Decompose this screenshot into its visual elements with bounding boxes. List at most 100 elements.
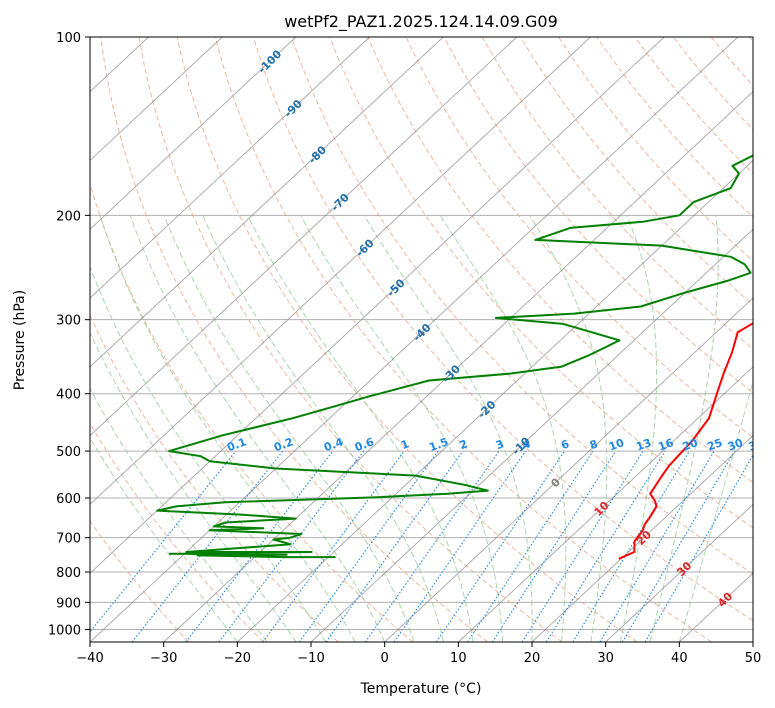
moist-adiabat xyxy=(529,215,608,642)
moist-adiabat xyxy=(300,215,503,642)
isotherm-line xyxy=(458,366,753,642)
moist-adiabat xyxy=(129,215,386,642)
dry-adiabat xyxy=(214,37,712,642)
y-tick-label: 700 xyxy=(56,532,81,547)
mixing-ratio-label: 13 xyxy=(634,436,653,453)
mixing-ratio-line xyxy=(467,450,594,642)
mixing-ratio-label: 20 xyxy=(681,436,700,454)
isotherm-line xyxy=(90,37,297,230)
mixing-ratio-line xyxy=(262,450,405,642)
dry-adiabat xyxy=(176,37,638,642)
isotherm-line xyxy=(90,37,444,368)
x-tick-label: −10 xyxy=(297,651,324,666)
grid-lines xyxy=(90,37,753,630)
mixing-ratio-line xyxy=(572,450,690,642)
isotherm-line xyxy=(237,159,753,642)
mixing-ratio-label: 25 xyxy=(705,436,724,453)
isotherm-line xyxy=(605,503,753,642)
dry-adiabat xyxy=(90,314,339,642)
mixing-ratio-label: 8 xyxy=(588,437,600,452)
dry-adiabat xyxy=(710,37,753,87)
y-tick-label: 100 xyxy=(56,31,81,46)
moist-adiabat xyxy=(363,215,533,642)
dry-adiabat xyxy=(481,37,753,350)
mixing-ratio-line xyxy=(644,454,753,642)
mixing-ratio-line xyxy=(364,450,500,642)
mixing-ratio-label: 4 xyxy=(521,437,533,452)
x-tick-label: −30 xyxy=(150,651,177,666)
moist-adiabat xyxy=(163,215,415,642)
moist-adiabat xyxy=(439,215,567,642)
temperature-line xyxy=(618,322,753,560)
isotherm-line xyxy=(163,91,753,642)
mixing-ratio-line xyxy=(393,450,527,642)
moist-adiabat xyxy=(99,215,356,642)
mixing-ratio-label: 0.1 xyxy=(225,435,248,454)
moist-adiabat xyxy=(619,215,658,642)
isotherm-line xyxy=(90,37,518,437)
isotherm-line xyxy=(90,37,591,506)
mixing-ratio-label: 16 xyxy=(657,436,676,454)
isotherm-line xyxy=(531,434,753,642)
x-tick-label: −20 xyxy=(224,651,251,666)
x-tick-label: 30 xyxy=(597,651,614,666)
dry-adiabat xyxy=(519,37,753,306)
y-axis-label: Pressure (hPa) xyxy=(12,290,28,390)
y-tick-label: 1000 xyxy=(48,623,81,638)
y-axis-ticks: 100 200 300 400 500 600 700 800 900 1000 xyxy=(48,31,90,638)
mixing-ratio-label: 1.5 xyxy=(427,435,450,454)
mixing-ratio-label: 36 xyxy=(747,436,766,454)
mixing-ratio-line xyxy=(545,450,666,642)
isotherm-line xyxy=(679,572,753,642)
isotherm-line xyxy=(310,228,753,642)
plot-area: 0.1 0.2 0.4 0.6 1 1.5 2 3 4 6 8 10 13 16 20 25 30 36-100-… xyxy=(90,37,766,642)
y-tick-label: 500 xyxy=(56,445,81,460)
x-tick-label: 0 xyxy=(381,651,389,666)
mixing-ratio-label: 3 xyxy=(494,437,506,452)
y-tick-label: 800 xyxy=(56,566,81,581)
mixing-ratio-label: 30 xyxy=(726,436,745,454)
dry-adiabat xyxy=(138,37,563,642)
x-tick-label: 10 xyxy=(450,651,467,666)
dry-adiabat xyxy=(90,422,264,642)
mixing-ratio-label: 0.2 xyxy=(272,435,295,454)
isotherm-line xyxy=(90,37,223,162)
y-tick-label: 600 xyxy=(56,492,81,507)
dry-adiabats xyxy=(90,37,753,642)
x-tick-label: 50 xyxy=(745,651,762,666)
mixing-ratio-label: 0.6 xyxy=(353,435,376,454)
mixing-ratio-label: 6 xyxy=(559,437,571,452)
dewpoint-line xyxy=(156,154,753,559)
x-tick-label: 40 xyxy=(671,651,688,666)
series-lines xyxy=(156,154,753,560)
mixing-ratio-line xyxy=(491,450,617,642)
dry-adiabat xyxy=(596,37,753,218)
moist-adiabat xyxy=(90,436,238,642)
y-tick-label: 200 xyxy=(56,209,81,224)
mixing-ratio-label: 10 xyxy=(607,436,626,454)
mixing-ratio-lines xyxy=(90,450,753,642)
moist-adiabat xyxy=(649,215,719,642)
y-tick-label: 300 xyxy=(56,314,81,329)
mixing-ratio-line xyxy=(621,450,736,642)
isotherm-line xyxy=(384,297,753,642)
mixing-ratio-line xyxy=(90,450,237,633)
dry-adiabat xyxy=(100,37,488,642)
x-axis-label: Temperature (°C) xyxy=(360,681,482,697)
dry-adiabat xyxy=(405,37,753,438)
isotherm-line xyxy=(90,37,739,642)
moist-adiabat xyxy=(202,215,445,642)
plot-frame xyxy=(89,36,754,643)
mixing-ratio-line xyxy=(521,450,644,642)
x-tick-label: −40 xyxy=(76,651,103,666)
mixing-ratio-line xyxy=(325,450,464,642)
x-tick-label: 20 xyxy=(524,651,541,666)
mixing-ratio-label: 2 xyxy=(458,437,470,452)
isotherm-line xyxy=(90,37,370,299)
isotherm-line xyxy=(90,37,665,574)
dry-adiabat xyxy=(90,520,190,642)
moist-adiabat xyxy=(678,379,753,642)
mixing-ratio-label: 0.4 xyxy=(322,435,345,454)
y-tick-label: 400 xyxy=(56,388,81,403)
